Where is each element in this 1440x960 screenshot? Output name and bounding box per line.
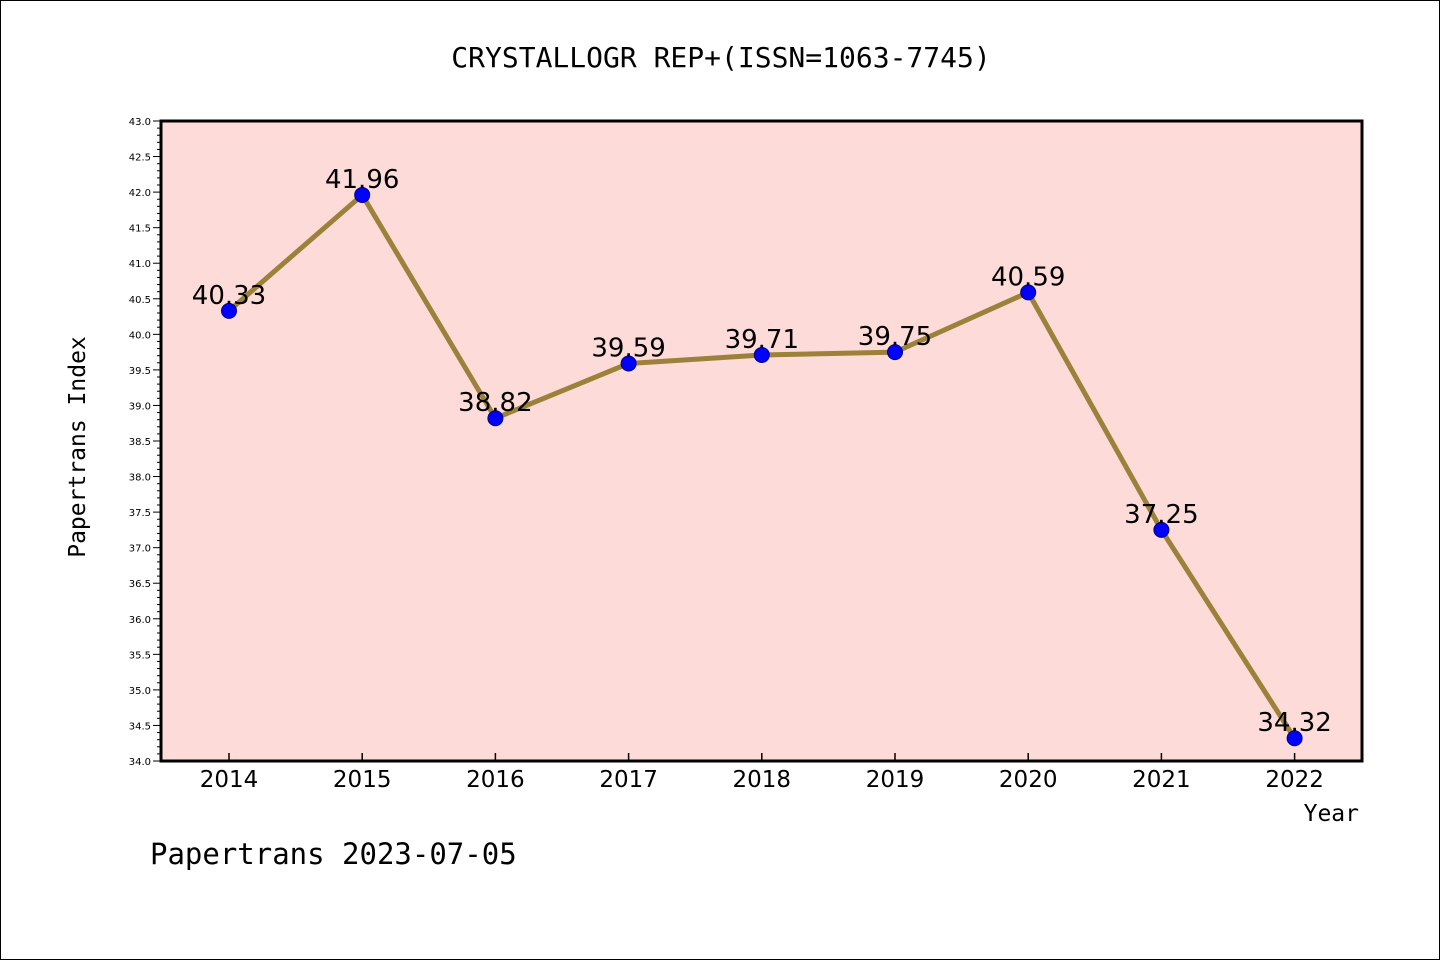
y-axis: 34.0 34.5 35.0 35.5 36.0 36.5 37.0 37.5 38.0 38.5… — [129, 117, 161, 768]
x-tick-label: 2021 — [1132, 767, 1191, 793]
y-tick-label: 38.5 — [129, 437, 151, 448]
data-label: 41.96 — [325, 165, 399, 195]
y-tick-label: 34.5 — [129, 721, 151, 732]
y-tick-label: 36.5 — [129, 579, 151, 590]
data-label: 39.71 — [725, 325, 799, 355]
y-tick-label: 37.5 — [129, 508, 151, 519]
y-tick-label: 36.0 — [129, 615, 151, 626]
y-tick-label: 42.0 — [129, 188, 151, 199]
data-label: 34.32 — [1257, 708, 1331, 738]
y-tick-label: 39.0 — [129, 401, 151, 412]
series-line-segment — [892, 289, 1031, 355]
x-tick-label: 2022 — [1265, 767, 1324, 793]
series-line-segment — [359, 192, 498, 421]
x-tick-label: 2019 — [866, 767, 925, 793]
y-axis-title: Papertrans Index — [65, 336, 91, 558]
series-line-segment — [1025, 289, 1164, 533]
data-label: 39.75 — [858, 322, 932, 352]
x-tick-label: 2018 — [733, 767, 792, 793]
x-tick-label: 2015 — [333, 767, 392, 793]
series-line-segment — [626, 352, 765, 366]
data-point — [487, 410, 504, 427]
y-tick-label: 42.5 — [129, 153, 151, 164]
plot-area — [161, 121, 1362, 761]
y-tick-label: 35.5 — [129, 650, 151, 661]
x-axis-title: Year — [1304, 801, 1359, 827]
data-label: 40.33 — [192, 281, 266, 311]
data-point — [620, 355, 637, 372]
data-point — [887, 344, 903, 361]
y-tick-label: 39.5 — [129, 366, 151, 377]
data-markers — [221, 186, 1303, 747]
data-point — [1153, 521, 1170, 538]
data-point — [221, 302, 237, 319]
x-tick-label: 2020 — [999, 767, 1058, 793]
y-tick-label: 40.0 — [129, 330, 151, 341]
footer-date: Papertrans 2023-07-05 — [150, 837, 517, 871]
y-tick-label: 38.0 — [129, 473, 151, 484]
data-label: 40.59 — [991, 262, 1065, 292]
data-line-group — [226, 192, 1298, 741]
series-line-segment — [226, 192, 365, 314]
x-tick-label: 2017 — [599, 767, 658, 793]
data-labels: 40.33 41.96 38.82 39.59 39.71 39.75 40.59 37.25… — [192, 165, 1332, 738]
y-tick-label: 35.0 — [129, 686, 151, 697]
data-point — [354, 186, 371, 203]
data-point — [753, 346, 770, 363]
data-point — [1286, 730, 1303, 747]
y-tick-label: 34.0 — [129, 757, 151, 768]
chart-title: CRYSTALLOGR REP+(ISSN=1063-7745) — [451, 41, 990, 74]
y-tick-label: 41.0 — [129, 259, 151, 270]
series-line-segment — [492, 360, 632, 421]
y-tick-label: 41.5 — [129, 224, 151, 235]
data-label: 37.25 — [1124, 500, 1198, 530]
y-tick-label: 43.0 — [129, 117, 151, 128]
series-line-segment — [1158, 527, 1298, 741]
y-tick-label: 40.5 — [129, 295, 151, 306]
x-tick-label: 2016 — [466, 767, 525, 793]
series-line-segment — [759, 349, 898, 358]
y-tick-label: 37.0 — [129, 544, 151, 555]
x-tick-label: 2014 — [200, 767, 259, 793]
plot-frame — [159, 119, 1364, 763]
data-label: 38.82 — [458, 388, 532, 418]
data-point — [1020, 284, 1037, 301]
data-label: 39.59 — [591, 333, 665, 363]
